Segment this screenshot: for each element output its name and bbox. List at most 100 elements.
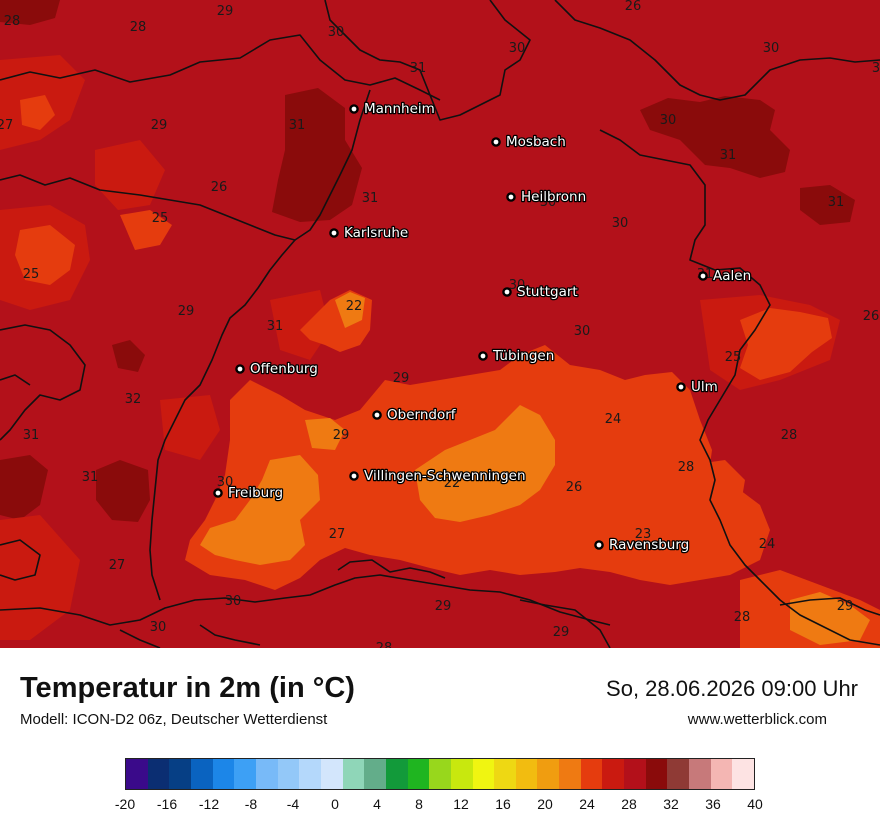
city-dot-icon	[372, 410, 382, 420]
temperature-value: 28	[781, 428, 798, 443]
temperature-value: 30	[660, 113, 677, 128]
city-marker: Ravensburg	[594, 536, 691, 554]
legend-tick-label: 32	[663, 796, 679, 812]
city-label: Mosbach	[506, 134, 566, 150]
city-label: Oberndorf	[387, 407, 457, 423]
legend-swatch	[515, 759, 538, 789]
city-markers: Mannheim Mosbach Heilbronn Karlsruhe Aalen St…	[213, 100, 752, 554]
temperature-value: 31	[23, 428, 40, 443]
legend-swatch	[277, 759, 300, 789]
city-label: Villingen-Schwenningen	[364, 468, 526, 484]
legend-swatch	[689, 759, 711, 789]
temperature-value: 26	[625, 0, 642, 14]
temperature-value: 28	[734, 610, 751, 625]
map-title: Temperatur in 2m (in °C)	[20, 672, 355, 704]
light-orange-areas	[200, 292, 870, 645]
legend-swatch	[190, 759, 213, 789]
temperature-value: 31	[362, 191, 379, 206]
legend-tick-label: 4	[373, 796, 381, 812]
temperature-value: 30	[763, 41, 780, 56]
city-marker: Villingen-Schwenningen	[349, 467, 527, 485]
city-dot-icon	[349, 104, 359, 114]
legend-swatch	[537, 759, 560, 789]
city-label: Offenburg	[250, 361, 318, 377]
city-dot-icon	[213, 488, 223, 498]
city-marker: Mannheim	[349, 100, 436, 118]
temperature-value: 30	[509, 278, 526, 293]
city-marker: Ulm	[676, 378, 719, 396]
city-dot-icon	[502, 287, 512, 297]
temperature-value: 30	[574, 324, 591, 339]
city-label: Karlsruhe	[344, 225, 408, 241]
legend-swatch	[429, 759, 451, 789]
temperature-value: 29	[333, 428, 350, 443]
temperature-value: 29	[217, 4, 234, 19]
city-label: Stuttgart	[517, 284, 578, 300]
temperature-value: 3	[872, 61, 880, 76]
temperature-value: 29	[837, 599, 854, 614]
borders	[0, 0, 880, 648]
legend-swatch	[126, 759, 148, 789]
legend-ticks: -20 -16 -12 -8 -4 0 4 8 12 16 20 24 28 32 36 40	[115, 796, 763, 816]
city-dot-icon	[349, 471, 359, 481]
city-label: Mannheim	[364, 101, 435, 117]
temperature-value: 30	[217, 475, 234, 490]
temperature-value: 24	[605, 412, 622, 427]
temperature-value: 31	[410, 61, 427, 76]
legend-swatch	[494, 759, 516, 789]
temperature-value: 29	[435, 599, 452, 614]
temperature-value: 32	[125, 392, 142, 407]
model-info: Modell: ICON-D2 06z, Deutscher Wetterdie…	[20, 711, 328, 728]
city-marker: Karlsruhe	[329, 224, 410, 242]
temperature-value: 28	[376, 641, 393, 648]
temperature-value: 22	[444, 476, 461, 491]
temperature-value: 25	[23, 267, 40, 282]
legend-swatch	[385, 759, 408, 789]
temperature-value: 26	[211, 180, 228, 195]
city-marker: Oberndorf	[372, 406, 458, 424]
legend-swatch	[299, 759, 321, 789]
temperature-value: 29	[178, 304, 195, 319]
city-dot-icon	[478, 351, 488, 361]
temperature-value: 24	[759, 537, 776, 552]
city-marker: Freiburg	[213, 484, 284, 502]
temperature-value: 26	[566, 480, 583, 495]
city-marker: Tübingen	[478, 347, 556, 365]
legend-tick-label: 8	[415, 796, 423, 812]
temperature-value: 25	[152, 211, 169, 226]
map-canvas: 29 26 28 28 30 30 30 3 31 27 29 31 30 31 26 31 30 31 25 30 2…	[0, 0, 880, 648]
legend-swatch	[147, 759, 170, 789]
temperature-value: 27	[329, 527, 346, 542]
temperature-value: 29	[393, 371, 410, 386]
legend-swatch	[559, 759, 581, 789]
legend-tick-label: -4	[286, 796, 300, 812]
city-marker: Heilbronn	[506, 188, 587, 206]
legend-swatch	[732, 759, 755, 789]
city-label: Freiburg	[228, 485, 283, 501]
temperature-value: 31	[267, 319, 284, 334]
legend-tick-label: -20	[114, 796, 136, 812]
city-label: Ulm	[691, 379, 718, 395]
city-dot-icon	[594, 540, 604, 550]
temperature-value: 30	[612, 216, 629, 231]
legend-swatch	[407, 759, 430, 789]
website-link[interactable]: www.wetterblick.com	[687, 711, 827, 728]
legend-swatch	[212, 759, 235, 789]
temperature-value: 28	[4, 14, 21, 29]
legend-swatch	[472, 759, 495, 789]
legend-tick-label: 20	[537, 796, 553, 812]
city-marker: Stuttgart	[502, 283, 579, 301]
city-label: Ravensburg	[609, 537, 689, 553]
city-dot-icon	[235, 364, 245, 374]
city-dot-icon	[676, 382, 686, 392]
temperature-value: 31	[289, 118, 306, 133]
city-marker: Mosbach	[491, 133, 567, 151]
legend-swatch	[624, 759, 646, 789]
legend-tick-label: 16	[495, 796, 511, 812]
legend-tick-label: -12	[198, 796, 220, 812]
legend-swatch	[342, 759, 365, 789]
city-marker: Aalen	[698, 267, 752, 285]
legend-tick-label: 12	[453, 796, 469, 812]
temperature-value: 22	[346, 299, 363, 314]
temperature-value: 28	[130, 20, 147, 35]
